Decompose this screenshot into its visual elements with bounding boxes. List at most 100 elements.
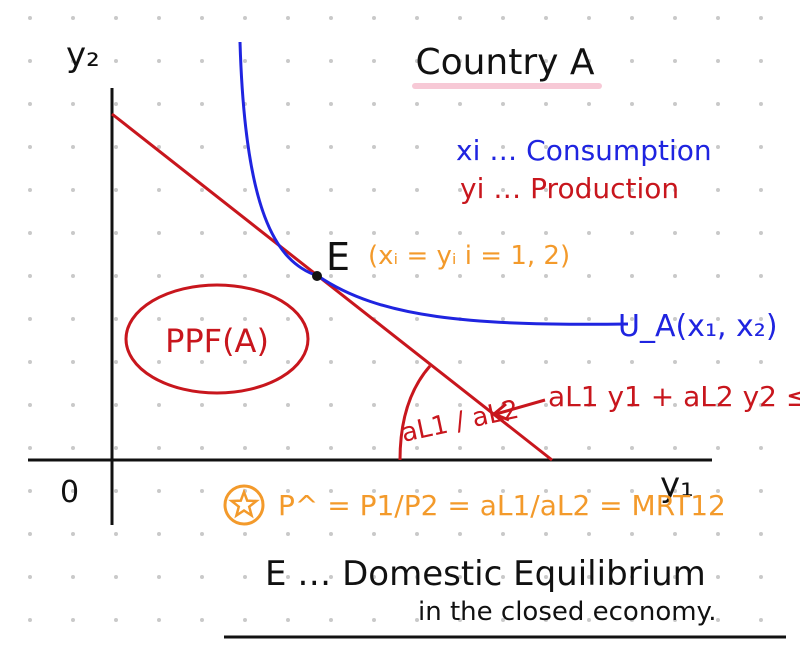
- grid-dot: [28, 102, 32, 106]
- grid-dot: [544, 317, 548, 321]
- grid-dot: [716, 16, 720, 20]
- grid-dot: [372, 489, 376, 493]
- grid-dot: [630, 489, 634, 493]
- grid-dot: [415, 274, 419, 278]
- grid-dot: [28, 360, 32, 364]
- grid-dot: [28, 317, 32, 321]
- grid-dot: [157, 317, 161, 321]
- grid-dot: [71, 317, 75, 321]
- grid-dot: [501, 231, 505, 235]
- grid-dot: [415, 403, 419, 407]
- grid-dot: [673, 446, 677, 450]
- grid-dot: [71, 188, 75, 192]
- grid-dot: [114, 102, 118, 106]
- grid-dot: [759, 403, 763, 407]
- grid-dot: [716, 360, 720, 364]
- grid-dot: [716, 231, 720, 235]
- grid-dot: [759, 145, 763, 149]
- grid-dot: [458, 145, 462, 149]
- grid-dot: [243, 231, 247, 235]
- grid-dot: [587, 618, 591, 622]
- grid-dot: [759, 274, 763, 278]
- grid-dot: [630, 274, 634, 278]
- constraint-label: aL1 y1 + aL2 y2 ≤ L: [548, 380, 800, 413]
- grid-dot: [286, 16, 290, 20]
- grid-dot: [587, 360, 591, 364]
- grid-dot: [200, 274, 204, 278]
- grid-dot: [157, 446, 161, 450]
- grid-dot: [415, 231, 419, 235]
- grid-dot: [372, 231, 376, 235]
- grid-dot: [200, 618, 204, 622]
- grid-dot: [673, 274, 677, 278]
- grid-dot: [71, 403, 75, 407]
- grid-dot: [71, 360, 75, 364]
- grid-dot: [587, 145, 591, 149]
- grid-dot: [114, 360, 118, 364]
- grid-dot: [28, 188, 32, 192]
- grid-dot: [286, 360, 290, 364]
- x-axis-label: y₁: [660, 465, 694, 505]
- grid-dot: [372, 145, 376, 149]
- production-legend: yi … Production: [460, 172, 679, 205]
- grid-dot: [372, 59, 376, 63]
- grid-dot: [544, 231, 548, 235]
- grid-dot: [329, 16, 333, 20]
- constraint-arrowhead: [491, 402, 510, 422]
- grid-dot: [415, 446, 419, 450]
- grid-dot: [200, 231, 204, 235]
- grid-dot: [243, 274, 247, 278]
- grid-dot: [630, 145, 634, 149]
- note-line-2: in the closed economy.: [418, 597, 717, 627]
- grid-dot: [114, 618, 118, 622]
- grid-dot: [157, 274, 161, 278]
- grid-dot: [243, 16, 247, 20]
- grid-dot: [200, 532, 204, 536]
- grid-dot: [329, 274, 333, 278]
- grid-dot: [673, 618, 677, 622]
- ppf-label: PPF(A): [165, 322, 269, 360]
- grid-dot: [544, 575, 548, 579]
- grid-dot: [716, 618, 720, 622]
- grid-dot: [114, 59, 118, 63]
- grid-dot: [28, 59, 32, 63]
- grid-dot: [501, 145, 505, 149]
- grid-dot: [716, 317, 720, 321]
- grid-dot: [673, 231, 677, 235]
- grid-dot: [587, 446, 591, 450]
- grid-dot: [157, 59, 161, 63]
- grid-dot: [286, 618, 290, 622]
- grid-dot: [544, 618, 548, 622]
- grid-dot: [501, 102, 505, 106]
- grid-dot: [587, 274, 591, 278]
- grid-dot: [114, 16, 118, 20]
- grid-dot: [759, 102, 763, 106]
- grid-dot: [716, 489, 720, 493]
- grid-dot: [716, 575, 720, 579]
- grid-dot: [630, 102, 634, 106]
- grid-dot: [630, 231, 634, 235]
- grid-dot: [200, 575, 204, 579]
- grid-dot: [630, 59, 634, 63]
- grid-dot: [243, 446, 247, 450]
- grid-dot: [673, 575, 677, 579]
- grid-dot: [114, 317, 118, 321]
- grid-dot: [415, 575, 419, 579]
- grid-dot: [28, 16, 32, 20]
- grid-dot: [673, 16, 677, 20]
- title-highlight: [412, 83, 602, 89]
- grid-dot: [458, 231, 462, 235]
- grid-dot: [71, 618, 75, 622]
- grid-dot: [243, 145, 247, 149]
- grid-dot: [415, 489, 419, 493]
- grid-dot: [501, 618, 505, 622]
- slope-label: aL1 / aL2: [399, 395, 522, 449]
- grid-dot: [458, 403, 462, 407]
- slope-angle-arc: [398, 365, 432, 461]
- grid-dot: [200, 145, 204, 149]
- grid-dot: [157, 360, 161, 364]
- grid-dot: [200, 446, 204, 450]
- grid-dot: [329, 489, 333, 493]
- grid-dot: [286, 102, 290, 106]
- grid-dot: [587, 403, 591, 407]
